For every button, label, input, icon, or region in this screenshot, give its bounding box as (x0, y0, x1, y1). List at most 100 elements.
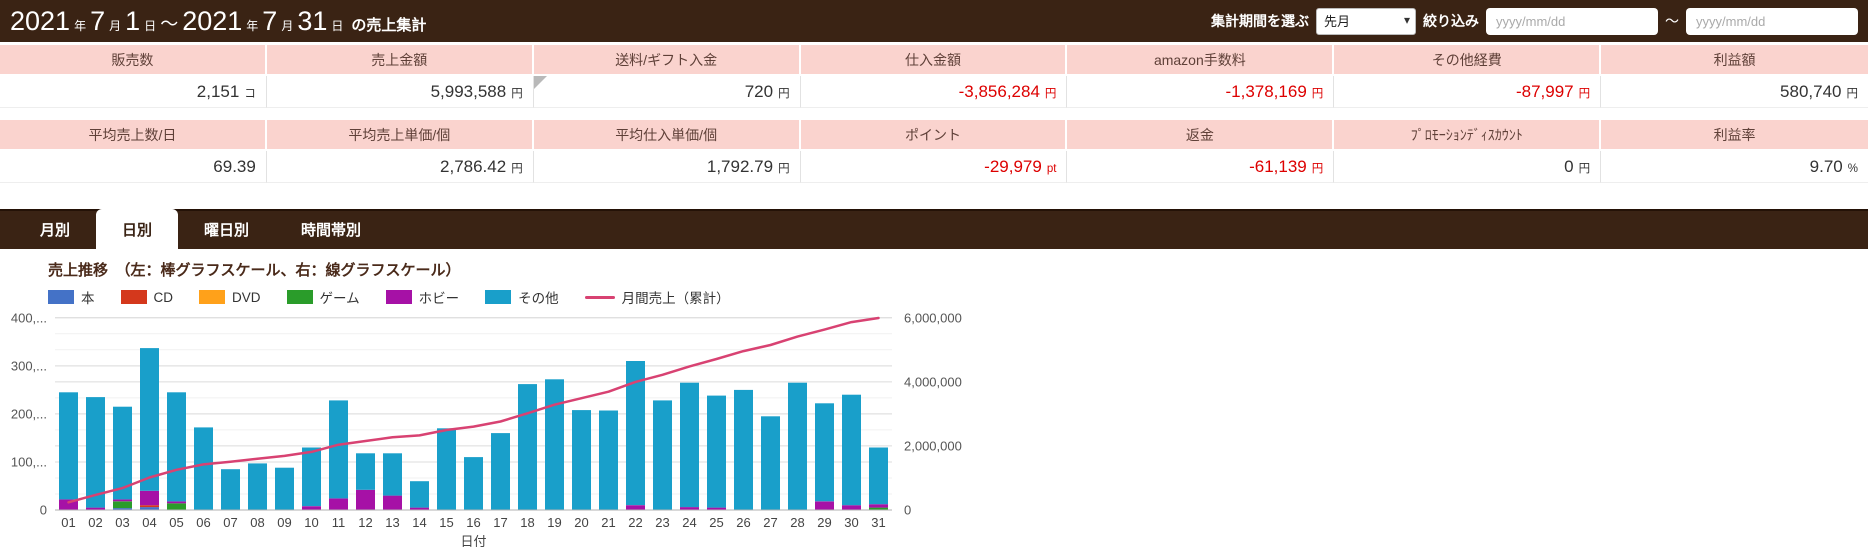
svg-text:08: 08 (250, 515, 264, 530)
bar-segment (626, 505, 645, 510)
svg-text:01: 01 (61, 515, 75, 530)
bar-segment (545, 379, 564, 510)
bar-segment (140, 505, 159, 508)
svg-text:06: 06 (196, 515, 210, 530)
period-select-label: 集計期間を選ぶ (1211, 13, 1309, 29)
period-controls: 集計期間を選ぶ 先月 ▾ 絞り込み ～ (1211, 7, 1858, 35)
svg-text:10: 10 (304, 515, 318, 530)
summary-header: ﾌﾟﾛﾓｰｼｮﾝﾃﾞｨｽｶｳﾝﾄ (1334, 120, 1602, 151)
legend-swatch-icon (48, 290, 74, 304)
legend-item: ホビー (385, 287, 459, 307)
bar-segment (815, 403, 834, 502)
summary-header: その他経費 (1334, 45, 1602, 76)
bar-segment (329, 400, 348, 499)
svg-text:日付: 日付 (460, 534, 486, 549)
bar-segment (707, 395, 726, 508)
svg-text:21: 21 (601, 515, 615, 530)
title-segment: 月 (281, 18, 294, 33)
summary-cell: 9.70% (1601, 151, 1868, 183)
bar-segment (113, 501, 132, 509)
legend-item: 本 (48, 287, 95, 307)
bar-segment (140, 507, 159, 510)
svg-text:27: 27 (763, 515, 777, 530)
bar-segment (329, 498, 348, 510)
svg-text:200,...: 200,... (11, 406, 47, 421)
tab-bar: 月別 日別 曜日別 時間帯別 (0, 209, 1868, 249)
legend-swatch-icon (385, 290, 412, 304)
summary-cell: -3,856,284 円 (800, 76, 1068, 108)
sales-chart: 0 100,... 200,... 300,... 400,... 0 2,000,000 4… (0, 309, 1868, 554)
chart-title: 売上推移 （左：棒グラフスケール、右：線グラフスケール） (48, 262, 461, 279)
legend-item: CD (120, 290, 173, 305)
legend-item-line: 月間売上（累計） (584, 287, 730, 307)
table-header-row: 販売数 売上金額 送料/ギフト入金 仕入金額 amazon手数料 その他経費 利益額 (0, 45, 1868, 76)
title-segment: 年 (246, 18, 259, 33)
summary-cell: -1,378,169 円 (1067, 76, 1335, 108)
date-from-input[interactable] (1486, 7, 1658, 35)
legend-line-icon (584, 295, 615, 299)
tab-weekday[interactable]: 曜日別 (204, 222, 250, 239)
svg-text:19: 19 (547, 515, 561, 530)
period-select[interactable]: 先月 (1316, 7, 1416, 35)
bar-segment (248, 463, 267, 510)
summary-table: 販売数 売上金額 送料/ギフト入金 仕入金額 amazon手数料 その他経費 利益額 2,15… (0, 45, 1868, 183)
summary-cell: 2,151 コ (0, 76, 267, 108)
bar-segment (761, 416, 780, 510)
legend-item: その他 (485, 287, 559, 307)
bar-segment (86, 507, 105, 510)
bar-segment (302, 506, 321, 510)
legend-swatch-icon (286, 290, 313, 304)
bar-segment (410, 507, 429, 510)
summary-cell: -87,997 円 (1334, 76, 1602, 108)
tab-monthly[interactable]: 月別 (40, 222, 71, 239)
bar-segment (383, 495, 402, 510)
svg-text:26: 26 (736, 515, 750, 530)
chart-panel: 売上推移 （左：棒グラフスケール、右：線グラフスケール） 本 CD DVD ゲーム ホビ… (0, 249, 1868, 554)
svg-text:02: 02 (88, 515, 102, 530)
cumulative-line (67, 316, 880, 504)
svg-text:24: 24 (682, 515, 696, 530)
svg-text:09: 09 (277, 515, 291, 530)
top-header-bar: 2021 年 7 月 1 日～ 2021 年 7 月 31 日の売上集計 集計期間を選ぶ 先月 ▾ 絞… (0, 0, 1868, 42)
tab-hourly[interactable]: 時間帯別 (301, 222, 362, 239)
date-to-input[interactable] (1686, 7, 1858, 35)
svg-text:05: 05 (169, 515, 183, 530)
bar-segment (707, 507, 726, 510)
svg-text:04: 04 (142, 515, 156, 530)
summary-cell: 720 円 (533, 76, 801, 108)
bar-segment (518, 384, 537, 510)
summary-header: 平均売上単価/個 (266, 120, 534, 151)
bar-segment (113, 499, 132, 502)
summary-header: 売上金額 (266, 45, 534, 76)
svg-text:300,...: 300,... (11, 358, 47, 373)
summary-cell: 2,786.42 円 (266, 151, 534, 183)
svg-text:16: 16 (466, 515, 480, 530)
bar-segment (383, 453, 402, 496)
svg-text:23: 23 (655, 515, 669, 530)
bar-segment (680, 507, 699, 510)
bar-segment (680, 382, 699, 508)
legend-swatch-icon (120, 290, 147, 304)
svg-text:13: 13 (385, 515, 399, 530)
bar-segment (167, 392, 186, 502)
summary-header: 仕入金額 (800, 45, 1068, 76)
summary-cell: 69.39 (0, 151, 267, 183)
svg-text:4,000,000: 4,000,000 (904, 374, 962, 389)
bar-segment (464, 457, 483, 510)
chart-legend: 本 CD DVD ゲーム ホビー その他 月間売上（累計） (48, 287, 1868, 307)
svg-text:18: 18 (520, 515, 534, 530)
svg-text:20: 20 (574, 515, 588, 530)
bar-segment (356, 489, 375, 510)
svg-text:400,...: 400,... (11, 310, 47, 325)
summary-cell: -29,979 pt (800, 151, 1068, 183)
svg-text:0: 0 (904, 503, 911, 518)
legend-swatch-icon (199, 290, 225, 304)
title-segment: ～ (160, 13, 179, 34)
bar-segment (275, 467, 294, 510)
bar-segment (437, 428, 456, 510)
tab-daily[interactable]: 日別 (96, 209, 179, 249)
svg-text:6,000,000: 6,000,000 (904, 310, 962, 325)
svg-text:17: 17 (493, 515, 507, 530)
bar-segment (599, 410, 618, 510)
bar-segment (194, 427, 213, 510)
